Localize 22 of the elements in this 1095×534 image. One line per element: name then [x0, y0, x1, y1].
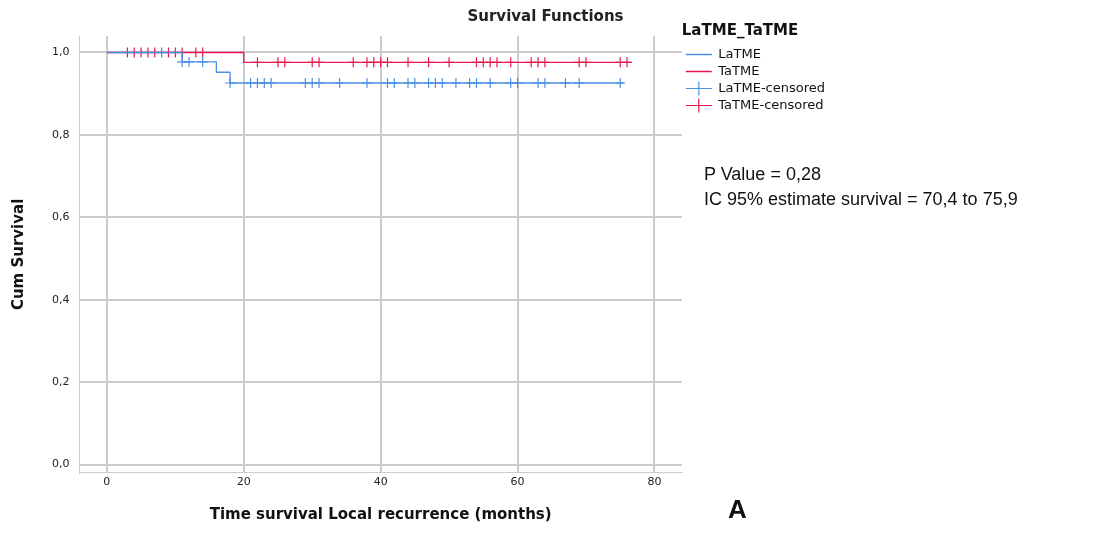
y-tick-label: 0,0	[51, 457, 70, 471]
y-tick-label: 0,2	[51, 375, 70, 388]
legend-label: TaTME-censored	[717, 96, 824, 112]
y-tick-label: 0,6	[51, 210, 70, 224]
y-axis-title: Cum Survival	[8, 198, 27, 311]
chart-title: Survival Functions	[467, 6, 624, 25]
x-tick-label: 0	[103, 475, 111, 489]
x-tick-label: 80	[647, 475, 662, 489]
text: IC 95% estimate survival = 70,4 to 75,9	[704, 188, 1018, 211]
y-tick-label: 0,8	[51, 127, 70, 141]
x-axis-title: Time survival Local recurrence (months)	[209, 504, 552, 523]
legend-title: LaTME_TaTME	[681, 21, 799, 40]
legend-label: TaTME	[717, 62, 760, 78]
text: A	[728, 494, 747, 525]
x-tick-label: 60	[510, 475, 525, 489]
x-tick-label: 20	[236, 475, 251, 489]
legend-label: LaTME-censored	[718, 79, 826, 95]
legend-label: LaTME	[718, 45, 761, 61]
x-tick-label: 40	[373, 475, 388, 489]
y-tick-label: 1,0	[51, 45, 70, 59]
text: P Value = 0,28	[704, 163, 822, 186]
y-tick-label: 0,4	[51, 292, 70, 306]
